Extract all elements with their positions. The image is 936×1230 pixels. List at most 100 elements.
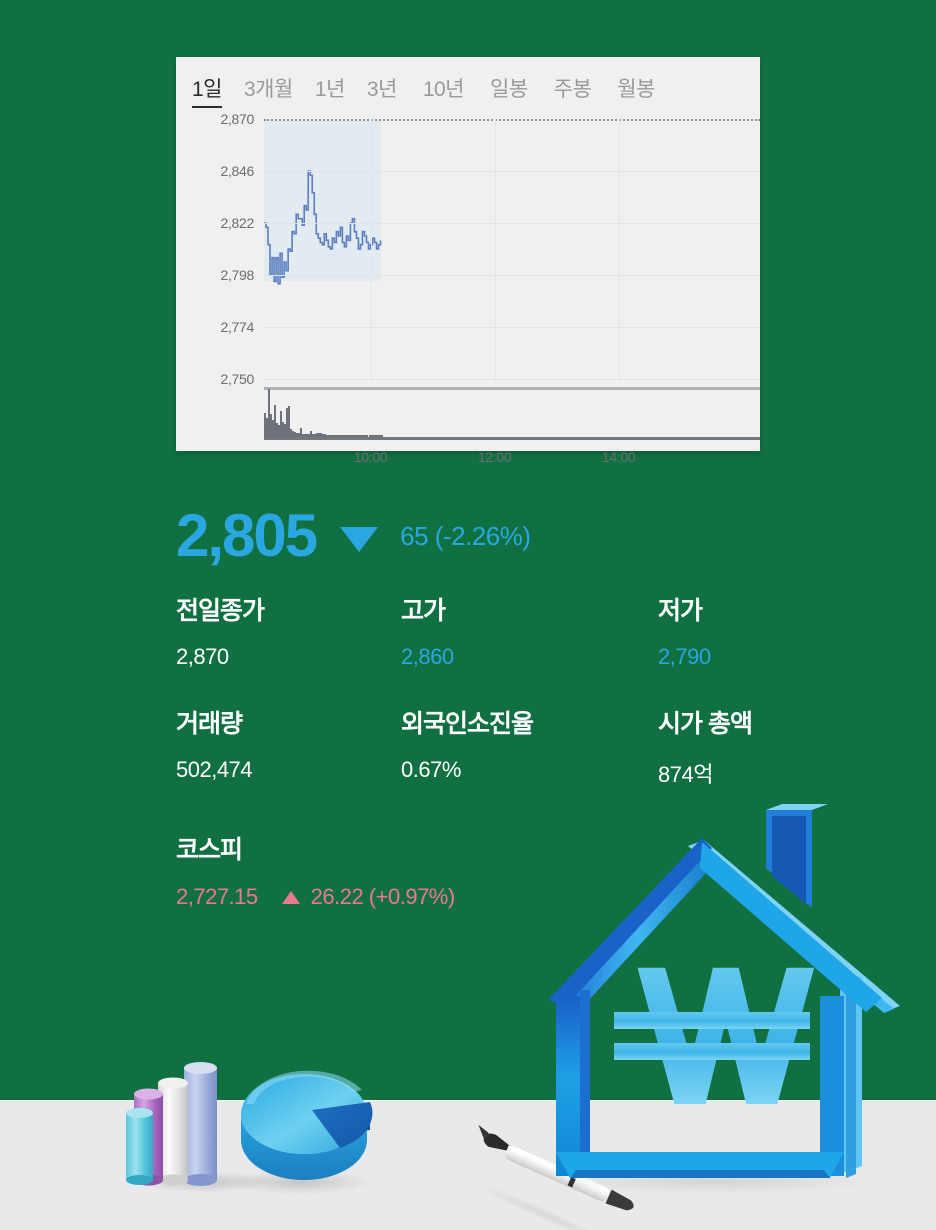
volume-bar-23 — [310, 431, 313, 437]
volume-bar-32 — [328, 435, 331, 437]
grid-hline-4 — [264, 327, 760, 328]
x-tick-label-1: 12:00 — [477, 449, 512, 465]
kospi-label: 코스피 — [176, 836, 243, 864]
y-tick-label-5: 2,750 — [220, 371, 254, 387]
volume-bar-9 — [282, 421, 285, 437]
stat-cell: 거래량 502,474 — [176, 710, 253, 783]
volume-bar-17 — [298, 433, 301, 437]
y-tick-label-3: 2,798 — [220, 267, 254, 283]
triangle-up-icon — [281, 890, 300, 904]
volume-bar-38 — [340, 435, 343, 437]
volume-bar-15 — [294, 431, 297, 437]
volume-bar-47 — [358, 435, 361, 437]
volume-bar-3 — [270, 413, 273, 437]
volume-bar-30 — [324, 434, 327, 437]
volume-bar-19 — [302, 433, 305, 437]
kospi-block: 코스피 2,727.15 26.22 (+0.97%) — [176, 830, 455, 910]
volume-bar-4 — [272, 420, 275, 437]
volume-bar-6 — [276, 422, 279, 437]
volume-bar-42 — [348, 435, 351, 437]
volume-bar-21 — [306, 434, 309, 437]
volume-bar-13 — [290, 429, 293, 437]
grid-vline-1 — [494, 119, 496, 379]
chart-tab-7[interactable]: 월봉 — [617, 78, 655, 101]
volume-baseline — [264, 437, 760, 440]
stat-cell: 저가 2,790 — [658, 597, 711, 670]
chart-tab-1[interactable]: 3개월 — [244, 78, 293, 101]
volume-bar-48 — [360, 435, 363, 437]
stat-value: 2,870 — [176, 643, 229, 669]
chart-tab-4[interactable]: 10년 — [422, 78, 465, 101]
y-tick-label-2: 2,822 — [220, 215, 254, 231]
volume-bar-51 — [366, 435, 369, 437]
volume-bar-35 — [334, 435, 337, 437]
chart-session-highlight — [264, 121, 381, 281]
triangle-down-icon — [340, 526, 379, 552]
y-tick-label-1: 2,846 — [220, 163, 254, 179]
grid-hline-5 — [264, 379, 760, 380]
chart-tab-3[interactable]: 3년 — [366, 78, 398, 101]
volume-bar-41 — [346, 435, 349, 437]
volume-bar-24 — [312, 434, 315, 437]
volume-bar-52 — [368, 435, 371, 437]
chart-tab-2[interactable]: 1년 — [314, 78, 346, 101]
chart-period-tabs[interactable]: 1일 3개월 1년 3년 10년 일봉 주봉 월봉 — [176, 57, 760, 119]
chart-grid-area — [264, 119, 760, 380]
chart-tab-0[interactable]: 1일 — [192, 73, 223, 108]
stat-cell: 고가 2,860 — [401, 597, 454, 670]
volume-bar-12 — [288, 406, 291, 437]
stat-label: 시가 총액 — [658, 710, 753, 738]
volume-bar-22 — [308, 434, 311, 437]
chart-plot-area: 2,870 2,846 2,822 2,798 2,774 2,750 10:00 12:0… — [176, 111, 760, 465]
grid-vline-0 — [370, 119, 372, 379]
volume-bar-25 — [314, 433, 317, 437]
volume-bar-31 — [326, 435, 329, 437]
volume-bar-58 — [380, 435, 383, 437]
volume-bar-44 — [352, 435, 355, 437]
stat-row: 거래량 502,474 외국인소진율 0.67% 시가 총액 874억 — [176, 710, 876, 824]
stat-label: 고가 — [401, 597, 446, 625]
chart-tab-6[interactable]: 주봉 — [553, 78, 592, 101]
floor-edge-line — [0, 1100, 936, 1101]
volume-bar-49 — [362, 435, 365, 437]
grid-hline-2 — [264, 223, 760, 224]
volume-bar-2 — [268, 389, 271, 437]
stat-cell: 시가 총액 874억 — [658, 710, 753, 789]
price-line-svg — [264, 170, 382, 285]
kospi-index-value: 2,727.15 — [176, 884, 258, 909]
stat-cell: 전일종가 2,870 — [176, 597, 265, 670]
current-price-block: 2,805 65 (-2.26%) — [176, 500, 531, 572]
current-price-value: 2,805 — [176, 502, 318, 569]
volume-bar-1 — [266, 417, 268, 437]
stat-row: 전일종가 2,870 고가 2,860 저가 2,790 — [176, 597, 876, 711]
grid-vline-2 — [618, 119, 620, 379]
volume-bar-27 — [318, 432, 321, 437]
volume-bar-29 — [322, 433, 325, 437]
volume-bar-16 — [296, 432, 299, 437]
y-tick-label-4: 2,774 — [220, 319, 254, 335]
stats-grid: 전일종가 2,870 고가 2,860 저가 2,790 거래량 502,474 외국인소진율 0… — [176, 597, 876, 824]
volume-bar-18 — [300, 428, 303, 437]
stat-label: 전일종가 — [176, 597, 265, 625]
stat-value: 2,860 — [401, 643, 454, 669]
volume-bar-33 — [330, 435, 333, 437]
volume-bar-26 — [316, 433, 319, 437]
volume-bar-40 — [344, 435, 347, 437]
volume-bar-45 — [354, 435, 357, 437]
volume-bar-36 — [336, 435, 339, 437]
volume-bar-34 — [332, 435, 335, 437]
volume-bar-43 — [350, 435, 353, 437]
volume-bar-20 — [304, 433, 307, 437]
volume-separator-line — [264, 387, 760, 390]
grid-hline-3 — [264, 275, 760, 276]
prev-close-dotted-line — [264, 119, 760, 121]
volume-bar-11 — [286, 408, 289, 437]
volume-bar-5 — [274, 405, 277, 437]
volume-bar-7 — [278, 425, 281, 437]
volume-bar-53 — [370, 435, 373, 437]
chart-tab-5[interactable]: 일봉 — [490, 78, 528, 101]
volume-bar-10 — [284, 424, 287, 437]
stat-label: 거래량 — [176, 710, 243, 738]
stat-value: 2,790 — [658, 643, 711, 669]
